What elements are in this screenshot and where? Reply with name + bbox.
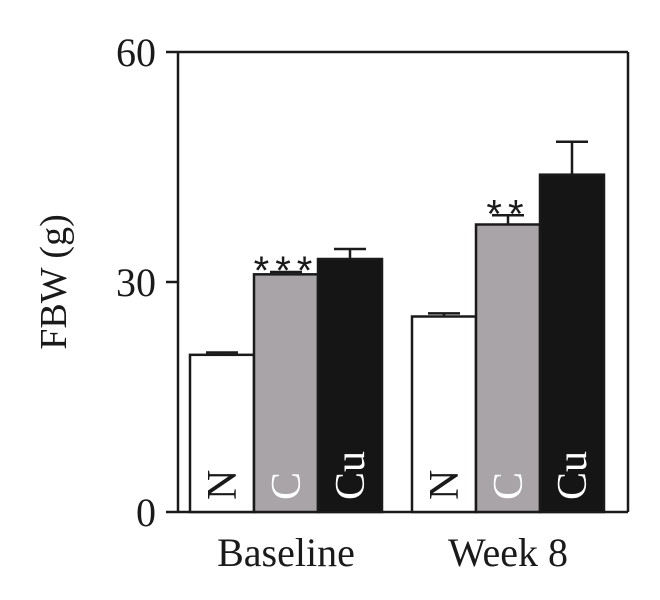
y-tick-label: 30	[116, 260, 156, 305]
bar-n-baseline	[188, 353, 256, 514]
x-category-label: Baseline	[217, 530, 355, 575]
bar-label: C	[264, 472, 310, 500]
y-tick-label: 60	[116, 30, 156, 75]
bar-c-week8	[474, 223, 542, 514]
bar-cu-week8	[538, 173, 606, 514]
bar-label: C	[486, 472, 532, 500]
bar-label: N	[422, 470, 468, 500]
bar-label: Cu	[328, 451, 374, 500]
y-tick-label: 0	[136, 490, 156, 535]
x-categories: Baseline Week 8	[217, 530, 568, 575]
significance-marker: ***	[254, 249, 319, 293]
x-category-label: Week 8	[448, 530, 568, 575]
y-ticks: 0 30 60	[116, 30, 178, 535]
y-axis-title: FBW (g)	[33, 214, 75, 349]
bar-cu-baseline	[316, 257, 384, 514]
bars: N C Cu N C Cu*****	[188, 140, 606, 514]
bar-n-week8	[410, 315, 478, 514]
bar-label: N	[200, 470, 246, 500]
bar-c-baseline	[252, 273, 320, 514]
significance-marker: **	[486, 192, 529, 236]
bar-label: Cu	[550, 451, 596, 500]
